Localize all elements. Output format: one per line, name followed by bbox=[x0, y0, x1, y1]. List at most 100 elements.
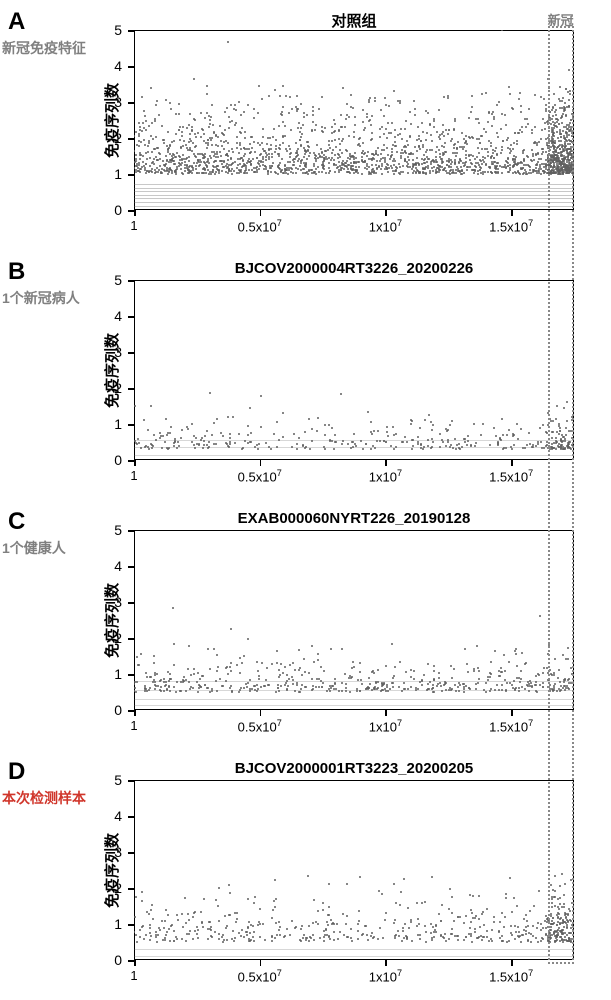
scatter-dot bbox=[289, 156, 291, 158]
y-tick-label: 4 bbox=[106, 308, 122, 324]
scatter-dot bbox=[421, 902, 423, 904]
scatter-dot bbox=[300, 144, 302, 146]
scatter-dot bbox=[520, 941, 522, 943]
scatter-dot bbox=[242, 160, 244, 162]
scatter-dot bbox=[359, 671, 361, 673]
scatter-dot bbox=[527, 123, 529, 125]
scatter-dot bbox=[418, 135, 420, 137]
scatter-dot bbox=[270, 148, 272, 150]
scatter-dot bbox=[312, 110, 314, 112]
scatter-dot bbox=[490, 156, 492, 158]
scatter-dot bbox=[291, 676, 293, 678]
scatter-dot bbox=[248, 148, 250, 150]
scatter-dot bbox=[141, 900, 143, 902]
scatter-dot bbox=[278, 669, 280, 671]
scatter-dot bbox=[152, 138, 154, 140]
scatter-dot bbox=[289, 934, 291, 936]
scatter-dot bbox=[312, 685, 314, 687]
x-tick bbox=[134, 460, 136, 466]
scatter-dot bbox=[542, 927, 544, 929]
scatter-dot bbox=[540, 441, 542, 443]
scatter-dot bbox=[275, 139, 277, 141]
scatter-dot bbox=[397, 100, 399, 102]
scatter-dot bbox=[238, 101, 240, 103]
scatter-dot bbox=[321, 151, 323, 153]
scatter-dot bbox=[496, 684, 498, 686]
scatter-dot bbox=[155, 104, 157, 106]
y-tick-label: 0 bbox=[106, 702, 122, 718]
scatter-dot bbox=[352, 446, 354, 448]
scatter-dot bbox=[197, 672, 199, 674]
scatter-dot bbox=[326, 690, 328, 692]
x-tick-label: 1x107 bbox=[369, 718, 402, 734]
scatter-dot bbox=[156, 100, 158, 102]
scatter-dot bbox=[366, 163, 368, 165]
scatter-dot bbox=[270, 448, 272, 450]
scatter-dot bbox=[494, 167, 496, 169]
scatter-dot bbox=[383, 133, 385, 135]
scatter-dot bbox=[490, 145, 492, 147]
scatter-dot bbox=[207, 144, 209, 146]
scatter-dot bbox=[220, 140, 222, 142]
scatter-dot bbox=[296, 443, 298, 445]
scatter-dot bbox=[384, 919, 386, 921]
scatter-dot bbox=[359, 137, 361, 139]
scatter-dot bbox=[371, 164, 373, 166]
scatter-dot bbox=[512, 172, 514, 174]
scatter-dot bbox=[394, 136, 396, 138]
scatter-dot bbox=[277, 684, 279, 686]
scatter-dot bbox=[260, 426, 262, 428]
scatter-dot bbox=[188, 681, 190, 683]
scatter-dot bbox=[230, 662, 232, 664]
scatter-dot bbox=[497, 444, 499, 446]
scatter-dot bbox=[292, 172, 294, 174]
scatter-dot bbox=[176, 681, 178, 683]
scatter-dot bbox=[138, 122, 140, 124]
scatter-dot bbox=[288, 112, 290, 114]
scatter-dot bbox=[291, 168, 293, 170]
scatter-dot bbox=[320, 148, 322, 150]
scatter-dot bbox=[526, 920, 528, 922]
scatter-dot bbox=[334, 139, 336, 141]
scatter-dot bbox=[528, 432, 530, 434]
scatter-dot bbox=[276, 662, 278, 664]
scatter-dot bbox=[168, 685, 170, 687]
scatter-dot bbox=[320, 666, 322, 668]
x-tick-label: 1 bbox=[130, 468, 137, 483]
scatter-dot bbox=[142, 155, 144, 157]
scatter-dot bbox=[335, 688, 337, 690]
scatter-dot bbox=[249, 152, 251, 154]
scatter-dot bbox=[405, 152, 407, 154]
scatter-dot bbox=[414, 146, 416, 148]
scatter-dot bbox=[371, 132, 373, 134]
scatter-dot bbox=[454, 161, 456, 163]
scatter-dot bbox=[232, 151, 234, 153]
scatter-dot bbox=[144, 115, 146, 117]
scatter-dot bbox=[420, 140, 422, 142]
scatter-dot bbox=[301, 133, 303, 135]
scatter-dot bbox=[282, 412, 284, 414]
scatter-dot bbox=[165, 909, 167, 911]
scatter-dot bbox=[259, 154, 261, 156]
scatter-dot bbox=[134, 931, 135, 933]
scatter-dot bbox=[236, 147, 238, 149]
x-tick-label: 0.5x107 bbox=[238, 968, 282, 984]
scatter-dot bbox=[502, 448, 504, 450]
scatter-dot bbox=[430, 447, 432, 449]
scatter-dot bbox=[248, 921, 250, 923]
scatter-dot bbox=[400, 152, 402, 154]
scatter-dot bbox=[525, 933, 527, 935]
scatter-dot bbox=[204, 684, 206, 686]
scatter-dot bbox=[446, 164, 448, 166]
scatter-dot bbox=[256, 157, 258, 159]
scatter-dot bbox=[303, 934, 305, 936]
scatter-dot bbox=[211, 434, 213, 436]
scatter-dot bbox=[239, 672, 241, 674]
scatter-dot bbox=[488, 112, 490, 114]
scatter-dot bbox=[502, 434, 504, 436]
scatter-dot bbox=[141, 96, 143, 98]
scatter-dot bbox=[416, 139, 418, 141]
scatter-dot bbox=[376, 440, 378, 442]
scatter-dot bbox=[451, 420, 453, 422]
scatter-dot bbox=[301, 925, 303, 927]
